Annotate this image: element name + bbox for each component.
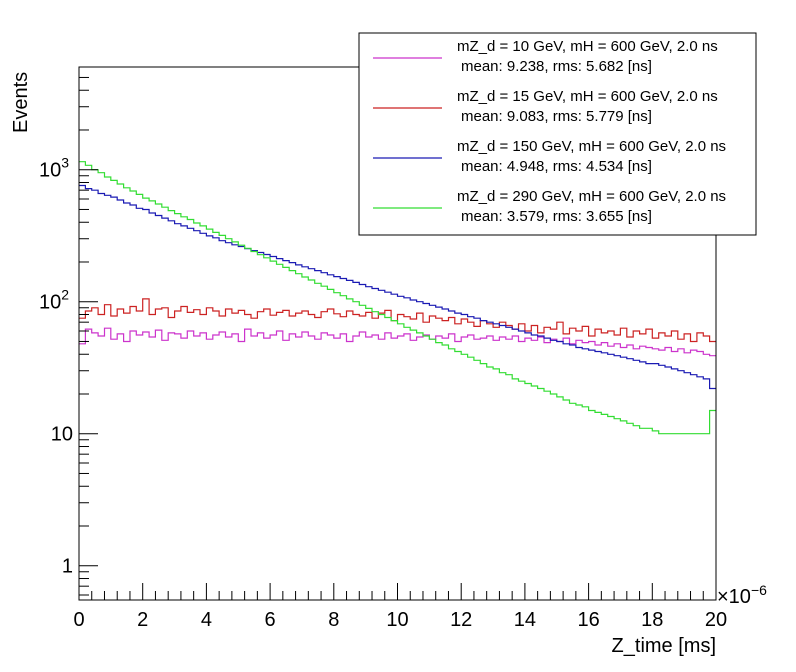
x-axis-exponent: ×10−6 — [717, 582, 767, 608]
y-tick-label: 10 — [51, 424, 73, 446]
x-tick-label: 14 — [514, 609, 536, 631]
y-axis: 1 10 102 103 — [39, 66, 98, 596]
x-tick-label: 12 — [450, 609, 472, 631]
legend-label-2: mZ_d = 15 GeV, mH = 600 GeV, 2.0 ns — [457, 88, 718, 105]
y-tick-label: 1 — [62, 556, 73, 578]
legend-label-4: mZ_d = 290 GeV, mH = 600 GeV, 2.0 ns — [457, 188, 726, 205]
x-tick-label: 8 — [328, 609, 339, 631]
legend-label-3: mZ_d = 150 GeV, mH = 600 GeV, 2.0 ns — [457, 138, 726, 155]
legend-stats-2: mean: 9.083, rms: 5.779 [ns] — [461, 108, 652, 125]
x-tick-label: 6 — [265, 609, 276, 631]
x-tick-label: 10 — [386, 609, 408, 631]
series-line-1 — [79, 327, 716, 357]
x-axis: 0 2 4 6 8 10 12 14 16 18 20 — [73, 583, 727, 631]
y-tick-label: 102 — [39, 287, 69, 314]
y-axis-title: Events — [10, 72, 32, 133]
x-exponent-power: −6 — [751, 582, 767, 598]
y-tick-label: 103 — [39, 155, 69, 182]
series-line-2 — [79, 298, 716, 343]
series-line-4 — [79, 161, 716, 435]
legend-label-1: mZ_d = 10 GeV, mH = 600 GeV, 2.0 ns — [457, 38, 718, 55]
series-layer — [79, 161, 716, 435]
legend-stats-1: mean: 9.238, rms: 5.682 [ns] — [461, 58, 652, 75]
legend-box — [358, 32, 757, 236]
x-tick-label: 20 — [705, 609, 727, 631]
legend-stats-3: mean: 4.948, rms: 4.534 [ns] — [461, 158, 652, 175]
x-tick-label: 2 — [137, 609, 148, 631]
x-tick-label: 4 — [201, 609, 212, 631]
x-exponent-base: ×10 — [717, 586, 751, 608]
legend-stats-4: mean: 3.579, rms: 3.655 [ns] — [461, 208, 652, 225]
x-axis-title: Z_time [ms] — [612, 635, 716, 657]
x-tick-label: 0 — [73, 609, 84, 631]
legend: mZ_d = 10 GeV, mH = 600 GeV, 2.0 ns mean:… — [358, 32, 757, 236]
series-line-3 — [79, 184, 716, 390]
x-tick-label: 18 — [641, 609, 663, 631]
x-tick-label: 16 — [577, 609, 599, 631]
